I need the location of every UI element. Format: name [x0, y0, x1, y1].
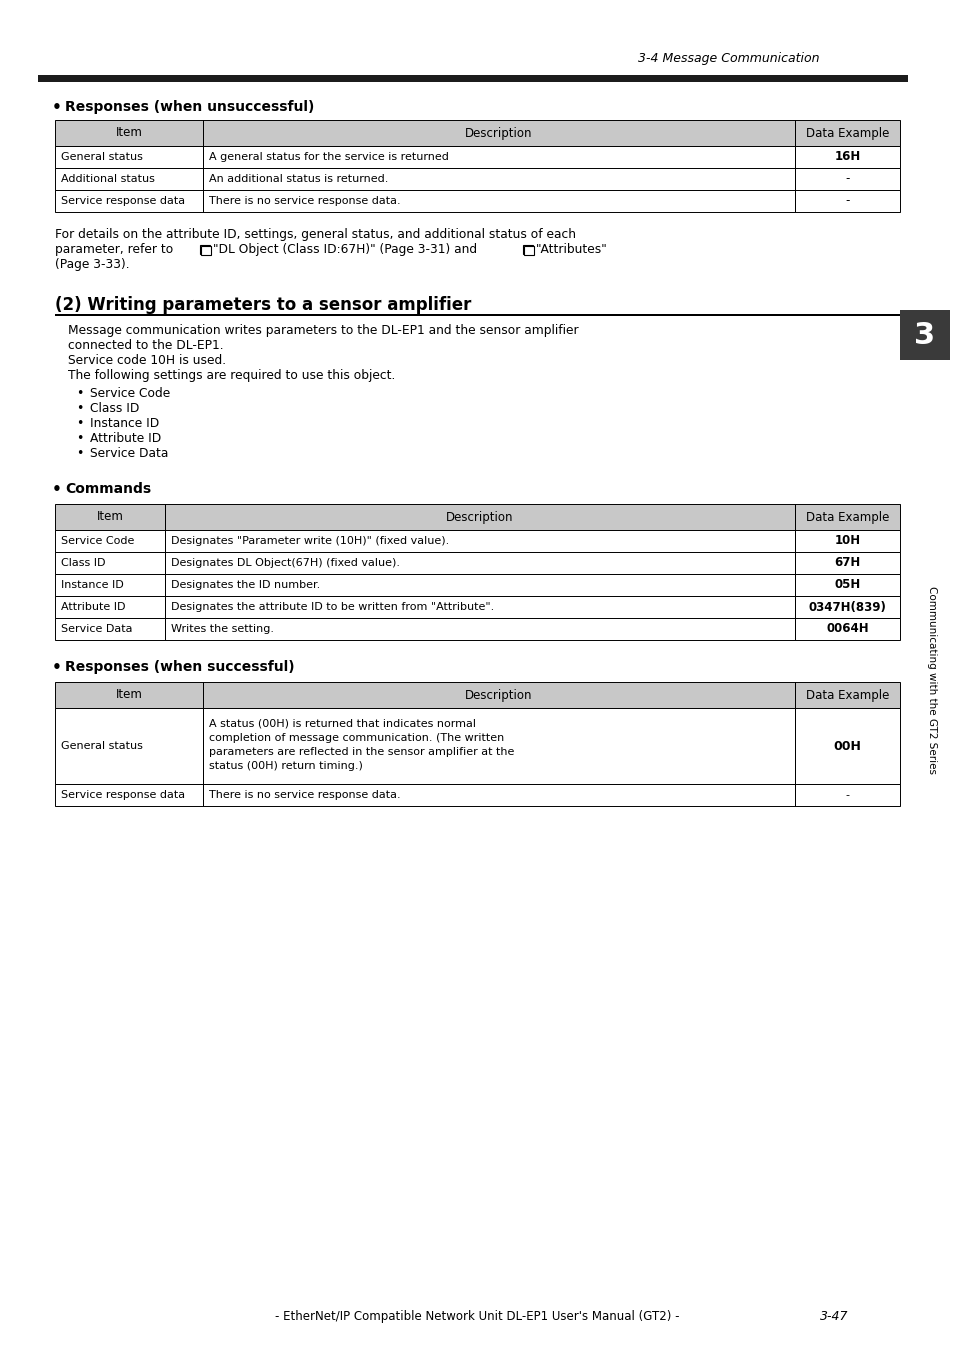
Text: 16H: 16H: [834, 150, 860, 164]
Bar: [55, 575, 899, 596]
Bar: [522, 245, 533, 254]
Text: connected to the DL-EP1.: connected to the DL-EP1.: [68, 339, 223, 352]
Text: -: -: [844, 173, 849, 185]
Text: "Attributes": "Attributes": [536, 243, 607, 256]
Text: The following settings are required to use this object.: The following settings are required to u…: [68, 369, 395, 383]
Bar: [55, 191, 899, 212]
Text: For details on the attribute ID, settings, general status, and additional status: For details on the attribute ID, setting…: [55, 228, 576, 241]
Text: -: -: [844, 790, 848, 800]
Text: Service response data: Service response data: [61, 790, 185, 800]
Text: Data Example: Data Example: [805, 127, 888, 139]
Bar: [55, 784, 899, 806]
Text: Service Code: Service Code: [90, 387, 170, 400]
Text: Attribute ID: Attribute ID: [90, 433, 161, 445]
Text: 0064H: 0064H: [825, 622, 868, 635]
Bar: [55, 146, 899, 168]
Text: Item: Item: [115, 688, 142, 702]
Text: 3: 3: [914, 320, 935, 350]
Text: Designates "Parameter write (10H)" (fixed value).: Designates "Parameter write (10H)" (fixe…: [171, 535, 449, 546]
Text: (Page 3-33).: (Page 3-33).: [55, 258, 130, 270]
Bar: [55, 314, 899, 315]
Text: completion of message communication. (The written: completion of message communication. (Th…: [209, 733, 504, 744]
Text: Instance ID: Instance ID: [61, 580, 124, 589]
Text: Description: Description: [446, 511, 514, 523]
Text: Service response data: Service response data: [61, 196, 185, 206]
Text: Additional status: Additional status: [61, 174, 154, 184]
Text: Responses (when unsuccessful): Responses (when unsuccessful): [65, 100, 314, 114]
Text: 10H: 10H: [834, 534, 860, 548]
Text: Communicating with the GT2 Series: Communicating with the GT2 Series: [926, 585, 936, 773]
Text: Item: Item: [115, 127, 142, 139]
Text: 67H: 67H: [834, 557, 860, 569]
Bar: [201, 246, 211, 256]
Text: There is no service response data.: There is no service response data.: [209, 790, 400, 800]
Text: (2) Writing parameters to a sensor amplifier: (2) Writing parameters to a sensor ampli…: [55, 296, 471, 314]
Text: A status (00H) is returned that indicates normal: A status (00H) is returned that indicate…: [209, 719, 476, 729]
Bar: [55, 530, 899, 552]
Text: Service code 10H is used.: Service code 10H is used.: [68, 354, 226, 366]
Text: Service Code: Service Code: [61, 535, 134, 546]
Text: Service Data: Service Data: [61, 625, 132, 634]
Text: Designates the ID number.: Designates the ID number.: [171, 580, 320, 589]
Text: 00H: 00H: [833, 740, 861, 753]
Text: parameters are reflected in the sensor amplifier at the: parameters are reflected in the sensor a…: [209, 748, 514, 757]
Bar: [55, 681, 899, 708]
Text: •: •: [76, 387, 83, 400]
Text: •: •: [76, 448, 83, 460]
Text: An additional status is returned.: An additional status is returned.: [209, 174, 388, 184]
Text: parameter, refer to: parameter, refer to: [55, 243, 173, 256]
Text: •: •: [52, 483, 62, 498]
Text: Data Example: Data Example: [805, 511, 888, 523]
Text: 3-47: 3-47: [820, 1310, 847, 1324]
Text: Attribute ID: Attribute ID: [61, 602, 126, 612]
Text: Designates DL Object(67H) (fixed value).: Designates DL Object(67H) (fixed value).: [171, 558, 399, 568]
Bar: [55, 708, 899, 784]
Bar: [55, 552, 899, 575]
Text: status (00H) return timing.): status (00H) return timing.): [209, 761, 362, 771]
Text: Item: Item: [96, 511, 123, 523]
Text: -: -: [844, 195, 849, 207]
Bar: [55, 618, 899, 639]
Text: •: •: [76, 402, 83, 415]
Text: Commands: Commands: [65, 483, 151, 496]
Text: Responses (when successful): Responses (when successful): [65, 660, 294, 675]
Text: - EtherNet/IP Compatible Network Unit DL-EP1 User's Manual (GT2) -: - EtherNet/IP Compatible Network Unit DL…: [274, 1310, 679, 1324]
Bar: [55, 596, 899, 618]
Text: 05H: 05H: [834, 579, 860, 592]
Text: Class ID: Class ID: [90, 402, 139, 415]
Text: •: •: [76, 416, 83, 430]
Text: •: •: [52, 660, 62, 675]
Text: Class ID: Class ID: [61, 558, 106, 568]
Text: Data Example: Data Example: [805, 688, 888, 702]
Bar: [38, 74, 907, 82]
Text: Service Data: Service Data: [90, 448, 168, 460]
Text: Writes the setting.: Writes the setting.: [171, 625, 274, 634]
Text: 3-4 Message Communication: 3-4 Message Communication: [638, 51, 820, 65]
Text: Designates the attribute ID to be written from "Attribute".: Designates the attribute ID to be writte…: [171, 602, 494, 612]
Text: Description: Description: [465, 688, 532, 702]
Text: General status: General status: [61, 741, 143, 750]
Bar: [523, 246, 534, 256]
Text: Description: Description: [465, 127, 532, 139]
Text: 0347H(839): 0347H(839): [808, 600, 885, 614]
Text: A general status for the service is returned: A general status for the service is retu…: [209, 151, 449, 162]
Bar: [200, 245, 210, 254]
Text: Message communication writes parameters to the DL-EP1 and the sensor amplifier: Message communication writes parameters …: [68, 324, 578, 337]
Bar: [55, 504, 899, 530]
Bar: [55, 120, 899, 146]
Text: •: •: [76, 433, 83, 445]
Text: •: •: [52, 100, 62, 115]
Text: General status: General status: [61, 151, 143, 162]
Bar: [55, 168, 899, 191]
Text: Instance ID: Instance ID: [90, 416, 159, 430]
Bar: [899, 310, 949, 360]
Text: "DL Object (Class ID:67H)" (Page 3-31) and: "DL Object (Class ID:67H)" (Page 3-31) a…: [213, 243, 476, 256]
Text: There is no service response data.: There is no service response data.: [209, 196, 400, 206]
